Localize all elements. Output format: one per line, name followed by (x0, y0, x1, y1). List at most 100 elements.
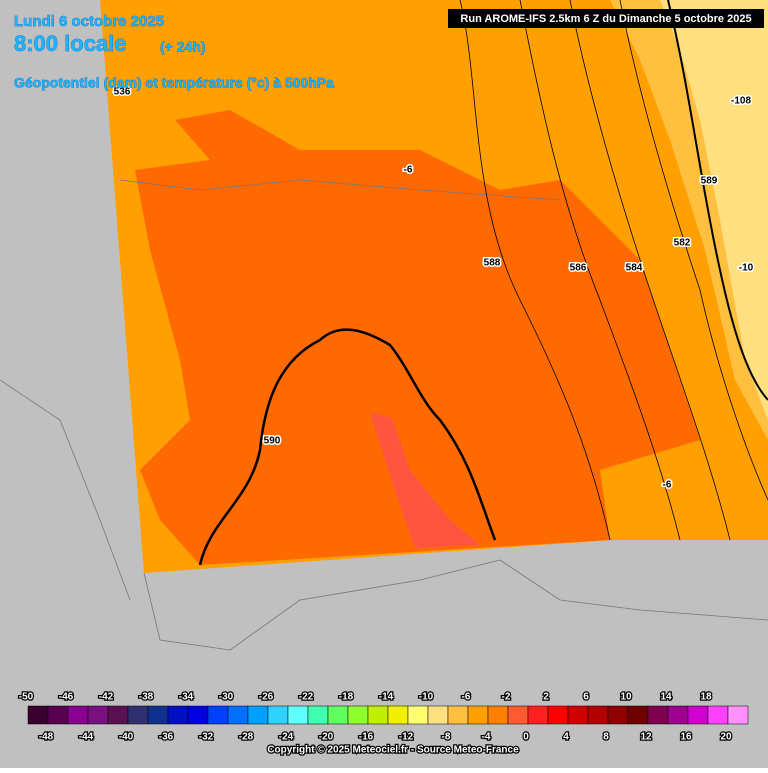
legend-label: -6 (462, 692, 471, 703)
run-box (448, 9, 764, 28)
isoline (459, 0, 611, 541)
coastline (0, 179, 768, 651)
legend-swatch (587, 705, 609, 725)
legend-swatch (667, 705, 689, 725)
legend-label: 14 (660, 692, 672, 703)
legend-swatch (427, 705, 449, 725)
legend-label: -14 (379, 692, 394, 703)
legend-swatch (447, 705, 469, 725)
legend-swatch (147, 705, 169, 725)
contour-label: 589 (701, 176, 718, 187)
legend-label: 12 (640, 732, 652, 743)
contour-label: 588 (484, 258, 501, 269)
legend-label: -32 (199, 732, 214, 743)
legend-swatch (27, 705, 49, 725)
legend-swatch (547, 705, 569, 725)
legend-label: -26 (259, 692, 274, 703)
legend-swatch (247, 705, 269, 725)
legend-label: -44 (79, 732, 94, 743)
legend-swatch (107, 705, 129, 725)
legend-label: -18 (339, 692, 354, 703)
yellow-field (660, 0, 768, 420)
contour-label: -108 (731, 96, 751, 107)
legend-label: -48 (39, 732, 54, 743)
legend-swatch (627, 705, 649, 725)
legend-swatch (507, 705, 529, 725)
red-field (370, 412, 480, 548)
legend-label: -50 (19, 692, 34, 703)
legend-label: -8 (442, 732, 451, 743)
legend-swatch (307, 705, 329, 725)
legend-label: -16 (359, 732, 374, 743)
legend-label: -4 (482, 732, 491, 743)
time: 8:00 locale (14, 31, 127, 56)
field: Géopotentiel (dam) et température (°c) à… (14, 75, 334, 91)
legend-label: 10 (620, 692, 632, 703)
legend-label: 16 (680, 732, 692, 743)
legend-label: -10 (419, 692, 434, 703)
legend-label: -20 (319, 732, 334, 743)
legend-swatch (407, 705, 429, 725)
legend-label: -40 (119, 732, 134, 743)
legend-swatch (167, 705, 189, 725)
contour-label: 590 (264, 436, 281, 447)
legend-swatch (527, 705, 549, 725)
legend-swatch (387, 705, 409, 725)
legend-label: -38 (139, 692, 154, 703)
legend-swatch (487, 705, 509, 725)
legend-swatch (67, 705, 89, 725)
lead: (+ 24h) (160, 39, 206, 55)
legend-swatch (187, 705, 209, 725)
legend-label: -12 (399, 732, 414, 743)
isoline-590 (198, 328, 497, 566)
legend-swatch (327, 705, 349, 725)
legend-label: -42 (99, 692, 114, 703)
legend-label: 6 (583, 692, 589, 703)
isoline (569, 0, 731, 541)
color-legend: -50-48-46-44-42-40-38-36-34-32-30-28-26-… (18, 690, 749, 744)
contour-label: 586 (570, 263, 587, 274)
legend-swatch (727, 705, 749, 725)
legend-swatch (267, 705, 289, 725)
run: Run AROME-IFS 2.5km 6 Z du Dimanche 5 oc… (460, 13, 751, 25)
legend-swatch (467, 705, 489, 725)
legend-label: 0 (523, 732, 529, 743)
date: Lundi 6 octobre 2025 (14, 13, 164, 30)
contour-label: -6 (404, 165, 413, 176)
legend-swatch (47, 705, 69, 725)
legend-label: 20 (720, 732, 732, 743)
contour-label: 536 (114, 87, 131, 98)
legend-label: -28 (239, 732, 254, 743)
contour-label: -10 (739, 263, 754, 274)
legend-label: -2 (502, 692, 511, 703)
legend-label: -30 (219, 692, 234, 703)
legend-label: -34 (179, 692, 194, 703)
legend-swatch (287, 705, 309, 725)
isoline (619, 0, 768, 501)
legend-label: -46 (59, 692, 74, 703)
contour-label: 582 (674, 238, 691, 249)
legend-label: 2 (543, 692, 549, 703)
legend-label: 4 (563, 732, 569, 743)
legend-swatch (607, 705, 629, 725)
legend-swatch (707, 705, 729, 725)
copyright: Copyright © 2025 Meteociel.fr - Source M… (267, 745, 519, 756)
isoline (519, 0, 681, 541)
legend-swatch (227, 705, 249, 725)
legend-swatch (567, 705, 589, 725)
legend-swatch (347, 705, 369, 725)
isoline-thick (667, 0, 768, 401)
legend-swatch (207, 705, 229, 725)
contour-label: 584 (626, 263, 643, 274)
legend-label: -36 (159, 732, 174, 743)
legend-label: -24 (279, 732, 294, 743)
dark-orange-field (135, 110, 700, 565)
legend-swatch (127, 705, 149, 725)
legend-swatch (647, 705, 669, 725)
legend-label: -22 (299, 692, 314, 703)
legend-swatch (687, 705, 709, 725)
legend-label: 18 (700, 692, 712, 703)
legend-swatch (87, 705, 109, 725)
legend-swatch (367, 705, 389, 725)
